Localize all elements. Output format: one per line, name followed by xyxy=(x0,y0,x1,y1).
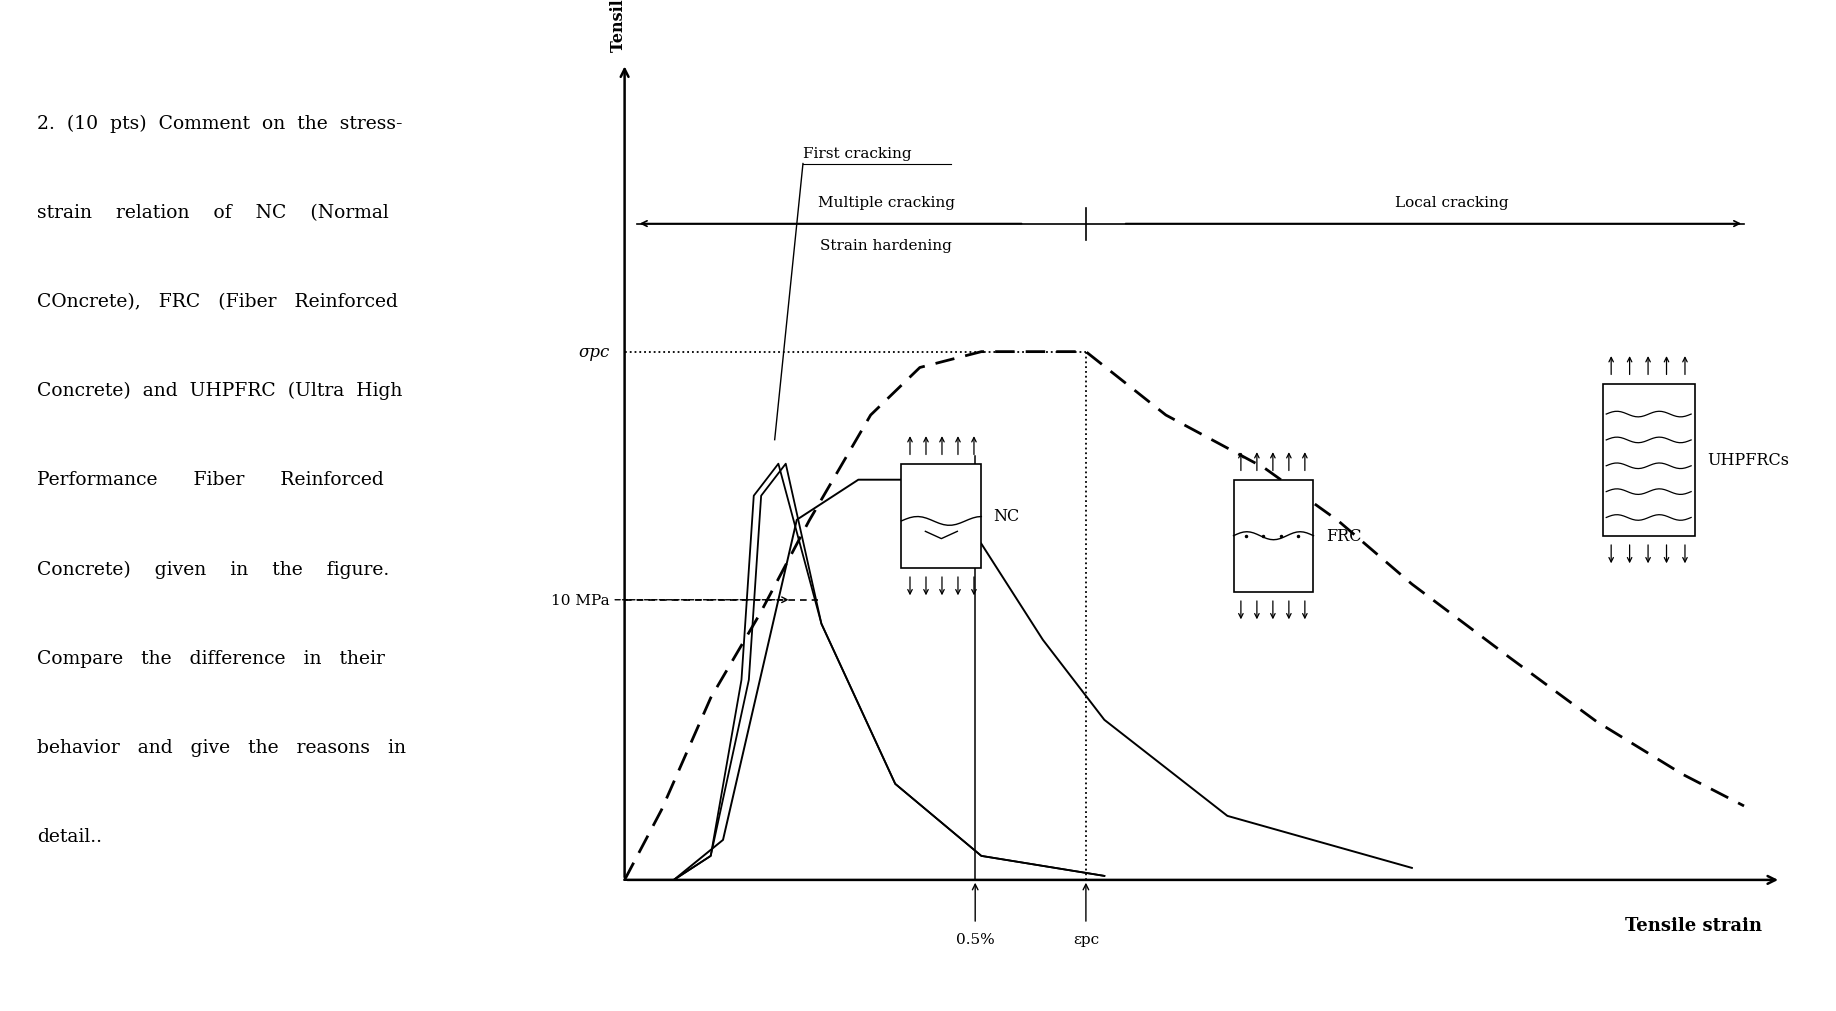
Text: strain    relation    of    NC    (Normal: strain relation of NC (Normal xyxy=(37,203,389,221)
Text: Concrete)  and  UHPFRC  (Ultra  High: Concrete) and UHPFRC (Ultra High xyxy=(37,382,402,400)
Text: Compare   the   difference   in   their: Compare the difference in their xyxy=(37,649,384,667)
Text: UHPFRCs: UHPFRCs xyxy=(1707,452,1788,469)
Bar xyxy=(1234,480,1313,592)
Text: Concrete)    given    in    the    figure.: Concrete) given in the figure. xyxy=(37,560,389,578)
Text: detail..: detail.. xyxy=(37,828,101,845)
Text: Tensile strain: Tensile strain xyxy=(1625,916,1763,934)
Text: σpc: σpc xyxy=(578,344,610,361)
Text: Tensile stress: Tensile stress xyxy=(610,0,626,53)
Text: NC: NC xyxy=(993,508,1019,525)
Text: Strain hardening: Strain hardening xyxy=(821,239,951,253)
Text: εpc: εpc xyxy=(1072,932,1100,946)
Text: First cracking: First cracking xyxy=(802,147,912,161)
Text: Multiple cracking: Multiple cracking xyxy=(817,196,955,210)
Text: behavior   and   give   the   reasons   in: behavior and give the reasons in xyxy=(37,738,406,756)
Text: Performance      Fiber      Reinforced: Performance Fiber Reinforced xyxy=(37,471,384,489)
Text: 10 MPa: 10 MPa xyxy=(551,593,610,608)
Text: COncrete),   FRC   (Fiber   Reinforced: COncrete), FRC (Fiber Reinforced xyxy=(37,292,398,310)
Bar xyxy=(901,464,982,568)
Bar xyxy=(1603,384,1695,536)
Text: Local cracking: Local cracking xyxy=(1395,196,1509,210)
Text: 0.5%: 0.5% xyxy=(957,932,995,946)
Text: 2.  (10  pts)  Comment  on  the  stress-: 2. (10 pts) Comment on the stress- xyxy=(37,114,402,132)
Text: FRC: FRC xyxy=(1326,528,1360,545)
